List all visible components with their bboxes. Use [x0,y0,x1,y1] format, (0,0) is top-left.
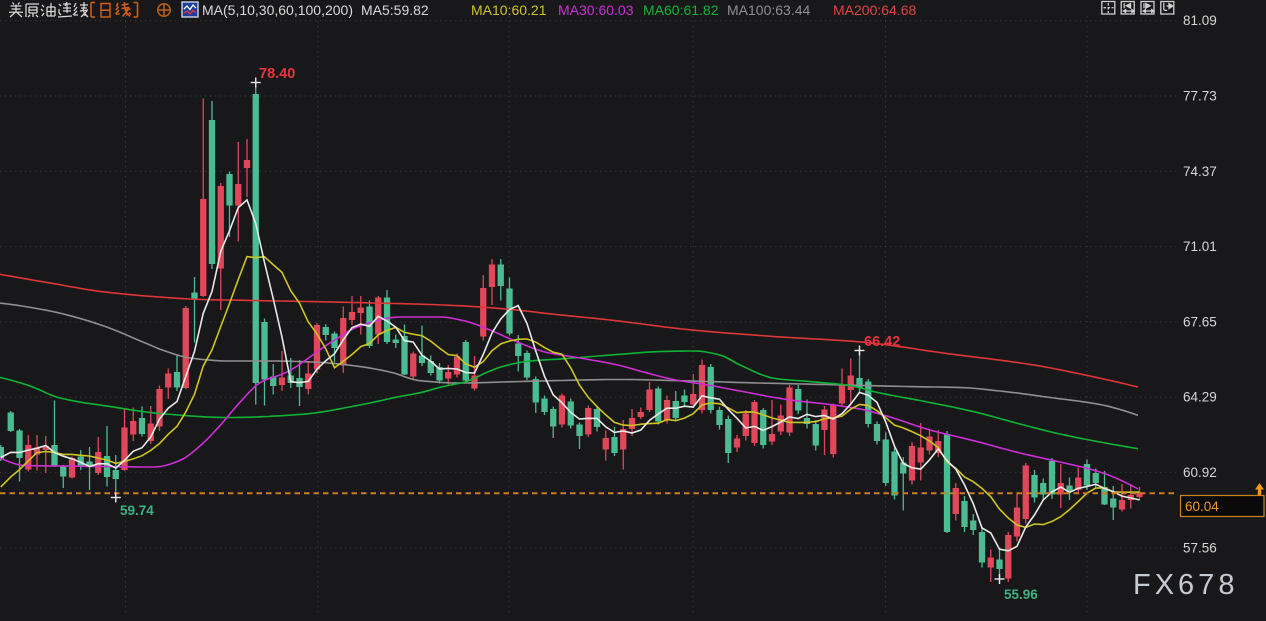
svg-text:MA(5,10,30,60,100,200): MA(5,10,30,60,100,200) [202,2,353,18]
svg-text:FX678: FX678 [1133,569,1238,601]
svg-text:59.74: 59.74 [120,503,154,518]
svg-text:MA100:63.44: MA100:63.44 [727,2,810,18]
svg-text:77.73: 77.73 [1183,89,1217,104]
svg-text:60.92: 60.92 [1183,465,1217,480]
svg-text:71.01: 71.01 [1183,239,1217,254]
svg-text:57.56: 57.56 [1183,540,1217,555]
svg-text:67.65: 67.65 [1183,314,1217,329]
svg-text:64.29: 64.29 [1183,390,1217,405]
svg-text:MA60:61.82: MA60:61.82 [643,2,719,18]
svg-text:81.09: 81.09 [1183,13,1217,28]
svg-text:78.40: 78.40 [259,66,295,82]
svg-text:MA200:64.68: MA200:64.68 [833,2,916,18]
svg-text:MA5:59.82: MA5:59.82 [361,2,429,18]
svg-text:74.37: 74.37 [1183,164,1217,179]
svg-text:MA30:60.03: MA30:60.03 [558,2,634,18]
svg-text:66.42: 66.42 [864,334,900,350]
svg-text:55.96: 55.96 [1004,587,1038,602]
svg-text:60.04: 60.04 [1185,499,1219,514]
svg-text:MA10:60.21: MA10:60.21 [471,2,547,18]
